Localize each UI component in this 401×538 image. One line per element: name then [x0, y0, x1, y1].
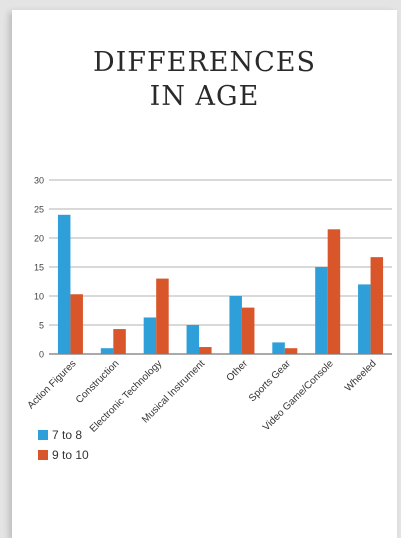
bar-2	[199, 347, 212, 354]
chart-title: DIFFERENCES IN AGE	[12, 46, 397, 114]
y-tick-label: 20	[34, 234, 44, 244]
y-tick-label: 30	[34, 176, 44, 186]
bar-1	[358, 284, 371, 354]
bar-1	[186, 325, 200, 354]
chart-title-line-1: DIFFERENCES	[92, 47, 317, 78]
x-tick-label: Video Game/Console	[261, 358, 336, 433]
legend-item-series-2: 9 to 10	[38, 445, 89, 465]
bar-1	[229, 296, 242, 354]
y-tick-label: 10	[34, 292, 44, 302]
bar-2	[70, 294, 83, 354]
y-tick-label: 25	[34, 205, 44, 215]
chart-title-line-2: IN AGE	[149, 81, 260, 112]
bar-1	[315, 267, 328, 354]
y-tick-label: 0	[39, 350, 44, 360]
legend-label-series-2: 9 to 10	[52, 448, 89, 462]
bar-1	[272, 342, 285, 354]
bar-1	[100, 348, 114, 354]
x-tick-label: Sports Gear	[247, 358, 293, 404]
bar-2	[370, 257, 384, 354]
x-tick-label: Electronic Technology	[88, 358, 164, 434]
x-tick-label: Action Figures	[26, 358, 79, 411]
y-tick-label: 5	[39, 321, 44, 331]
bar-chart: 0 5 10 15 20 25 30 Action FiguresConstructionEl…	[26, 176, 392, 435]
legend-item-series-1: 7 to 8	[38, 425, 89, 445]
legend-label-series-1: 7 to 8	[52, 428, 83, 442]
x-tick-label: Construction	[74, 358, 121, 405]
bar-2	[327, 229, 341, 354]
bar-2	[113, 329, 126, 354]
legend-swatch-series-2	[38, 450, 48, 460]
bar-1	[57, 214, 71, 354]
bar-2	[241, 307, 255, 354]
bar-1	[143, 317, 157, 354]
bar-2	[156, 278, 169, 354]
legend-swatch-series-1	[38, 430, 48, 440]
chart-card: DIFFERENCES IN AGE 0 5 10 15 20 25 30 Action Fi…	[12, 10, 397, 538]
x-tick-label: Other	[225, 358, 251, 384]
legend: 7 to 8 9 to 10	[38, 425, 89, 465]
x-tick-label: Wheeled	[343, 358, 379, 394]
y-tick-label: 15	[34, 263, 44, 273]
bar-2	[284, 348, 298, 354]
